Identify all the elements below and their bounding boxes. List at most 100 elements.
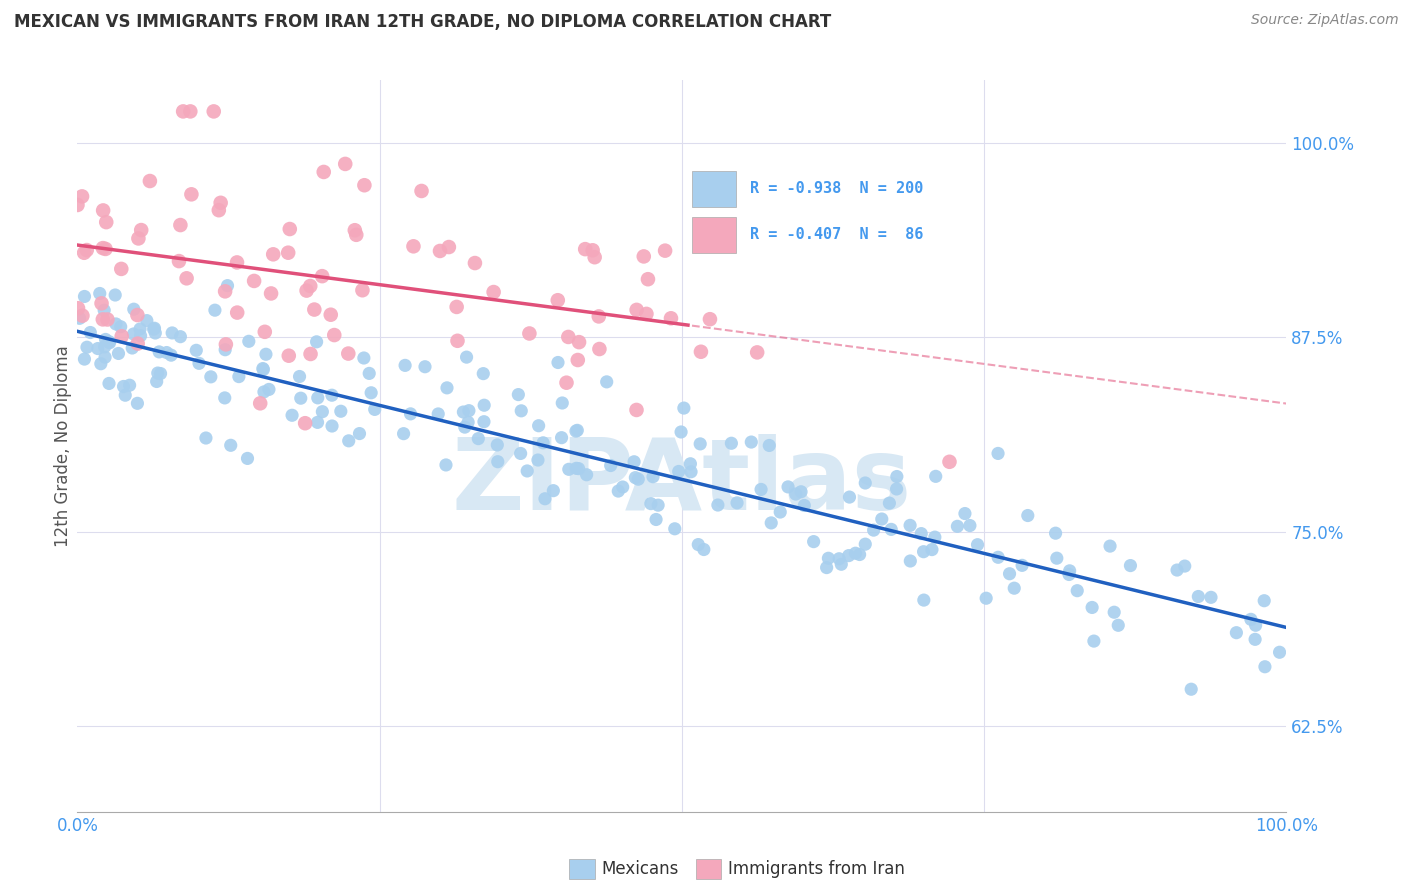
Point (72, 309, 94, 323)
Point (612, 480, 634, 494)
Text: Mexicans: Mexicans (602, 860, 679, 878)
Point (253, 325, 276, 339)
Point (204, 303, 226, 318)
Point (93, 303, 115, 318)
Point (180, 187, 202, 202)
Point (1180, 682, 1202, 697)
Point (148, 345, 170, 359)
Point (179, 104, 201, 119)
Point (94, 242, 117, 256)
Point (243, 274, 266, 288)
Point (129, 322, 152, 336)
Point (838, 549, 860, 563)
Point (588, 342, 610, 356)
Point (776, 480, 799, 494)
Point (790, 484, 813, 499)
Point (1045, 526, 1067, 541)
Point (456, 350, 478, 364)
Point (607, 484, 630, 499)
Point (278, 222, 301, 236)
Point (176, 271, 198, 285)
Point (288, 369, 311, 384)
Point (353, 178, 375, 193)
Point (654, 244, 676, 258)
Point (76, 243, 98, 257)
Point (337, 346, 360, 360)
Text: ZIPAtlas: ZIPAtlas (451, 434, 912, 531)
Point (429, 244, 451, 258)
Point (111, 329, 134, 343)
Point (454, 420, 477, 434)
Point (720, 436, 742, 450)
Text: Immigrants from Iran: Immigrants from Iran (728, 860, 905, 878)
Point (1002, 581, 1025, 595)
Point (1166, 563, 1188, 577)
Point (637, 272, 659, 286)
Point (1119, 558, 1142, 573)
Point (96, 312, 118, 326)
Point (817, 551, 839, 566)
Point (1083, 634, 1105, 648)
Point (510, 404, 533, 418)
Point (436, 381, 458, 395)
Point (623, 455, 645, 469)
Point (568, 335, 591, 350)
Point (311, 405, 333, 419)
Point (582, 244, 605, 258)
Point (73, 245, 96, 260)
Point (1057, 567, 1080, 582)
Point (89, 286, 111, 301)
Point (169, 329, 191, 343)
Point (565, 461, 588, 475)
Point (946, 519, 969, 533)
Point (91, 312, 114, 326)
Y-axis label: 12th Grade, No Diploma: 12th Grade, No Diploma (55, 345, 73, 547)
Point (555, 376, 578, 390)
Point (214, 391, 236, 405)
Point (862, 523, 884, 537)
Point (135, 313, 157, 327)
Point (886, 469, 908, 483)
Point (921, 542, 943, 557)
Point (202, 104, 225, 119)
Point (145, 375, 167, 389)
Point (998, 566, 1021, 581)
Point (543, 483, 565, 498)
Point (209, 195, 232, 210)
Point (427, 407, 450, 421)
Point (214, 285, 236, 299)
Point (290, 391, 312, 405)
Point (172, 104, 194, 119)
Point (156, 345, 179, 359)
Point (104, 288, 127, 302)
Point (879, 496, 901, 510)
Point (636, 307, 658, 321)
Point (803, 534, 825, 549)
Point (1081, 600, 1104, 615)
Point (924, 530, 946, 544)
Point (143, 326, 166, 340)
Point (226, 305, 249, 319)
Point (359, 367, 381, 381)
Point (844, 546, 866, 560)
Point (1011, 558, 1033, 573)
Point (67, 301, 90, 316)
Point (91, 241, 114, 255)
Point (453, 405, 475, 419)
Point (167, 254, 190, 268)
Point (260, 286, 283, 301)
Point (104, 317, 127, 331)
Text: Source: ZipAtlas.com: Source: ZipAtlas.com (1251, 13, 1399, 28)
Point (305, 334, 328, 349)
Point (87, 342, 110, 356)
Point (693, 542, 716, 557)
Point (458, 403, 481, 417)
Point (567, 353, 589, 368)
Point (1187, 590, 1209, 604)
Point (527, 418, 550, 433)
Point (627, 472, 650, 486)
Point (252, 362, 274, 376)
Point (668, 465, 690, 479)
Point (122, 302, 145, 317)
Point (194, 431, 217, 445)
